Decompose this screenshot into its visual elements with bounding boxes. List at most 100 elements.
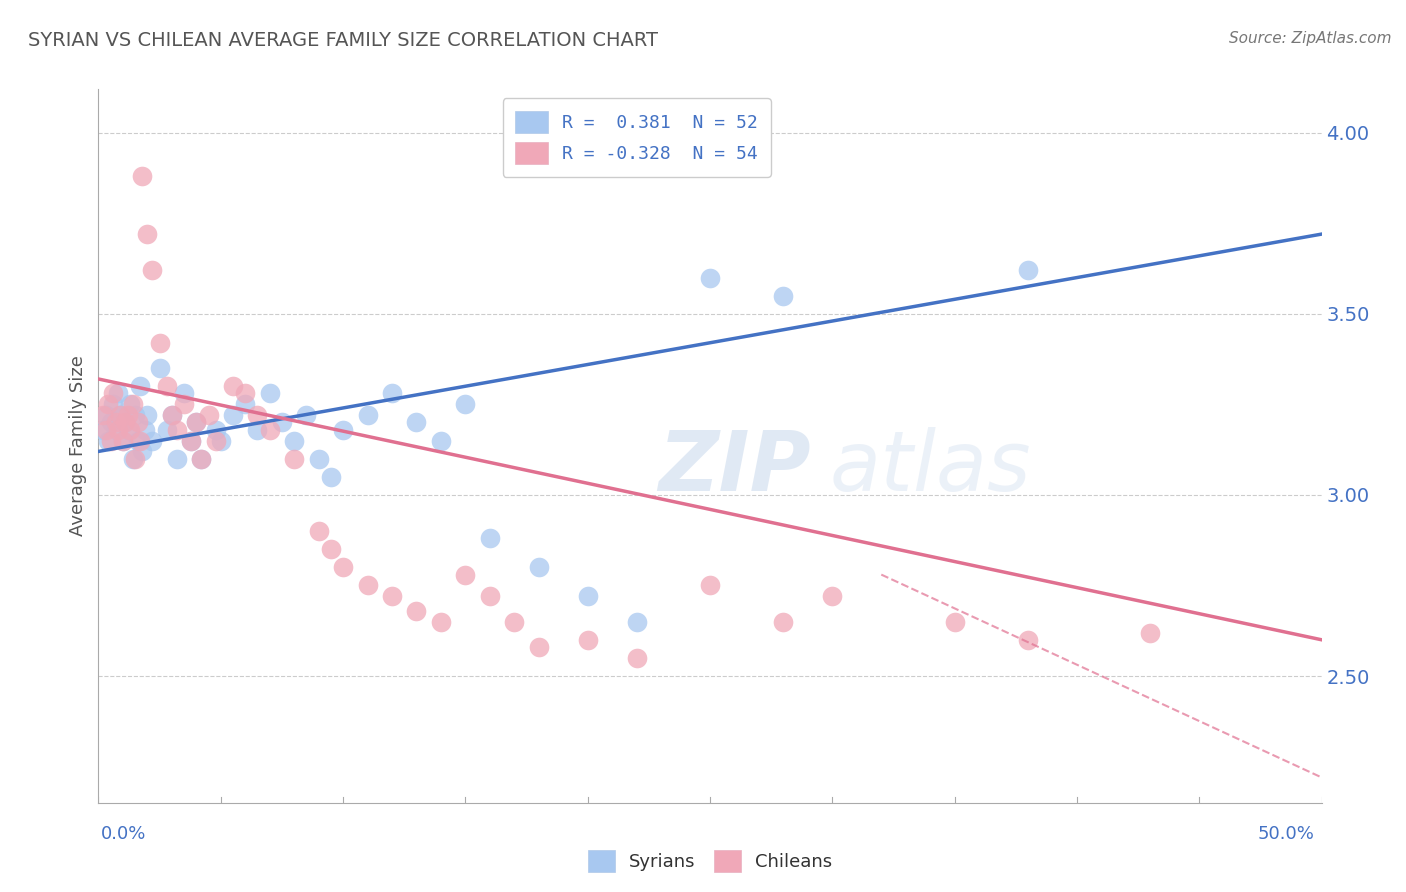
Point <box>356 408 378 422</box>
Point <box>91 423 114 437</box>
Point <box>134 423 156 437</box>
Point <box>527 640 550 654</box>
Point <box>205 434 228 448</box>
Point <box>319 470 342 484</box>
Point <box>127 434 149 448</box>
Point <box>699 578 721 592</box>
Point <box>430 434 453 448</box>
Point <box>104 416 127 430</box>
Point <box>100 416 122 430</box>
Point <box>233 397 256 411</box>
Point <box>91 408 114 422</box>
Point <box>270 416 294 430</box>
Point <box>332 560 354 574</box>
Text: Source: ZipAtlas.com: Source: ZipAtlas.com <box>1229 31 1392 46</box>
Point <box>141 263 163 277</box>
Point <box>943 615 966 629</box>
Point <box>160 408 183 422</box>
Point <box>381 590 404 604</box>
Point <box>131 444 153 458</box>
Point <box>111 434 134 448</box>
Point <box>259 423 281 437</box>
Point <box>97 397 120 411</box>
Point <box>246 423 269 437</box>
Point <box>107 423 129 437</box>
Point <box>222 379 245 393</box>
Point <box>120 423 142 437</box>
Point <box>319 542 342 557</box>
Point <box>233 386 256 401</box>
Point <box>110 408 132 422</box>
Point <box>197 408 219 422</box>
Point <box>186 416 208 430</box>
Point <box>136 227 159 241</box>
Point <box>114 416 136 430</box>
Point <box>124 451 146 466</box>
Point <box>259 386 281 401</box>
Point <box>97 434 120 448</box>
Point <box>186 416 208 430</box>
Point <box>111 434 134 448</box>
Point <box>100 434 122 448</box>
Point <box>246 408 269 422</box>
Point <box>430 615 453 629</box>
Point <box>129 434 152 448</box>
Point <box>110 408 132 422</box>
Point <box>129 379 152 393</box>
Text: 0.0%: 0.0% <box>101 825 146 843</box>
Point <box>1017 263 1039 277</box>
Point <box>772 615 794 629</box>
Point <box>283 434 305 448</box>
Point <box>149 361 172 376</box>
Point <box>1139 625 1161 640</box>
Point <box>136 408 159 422</box>
Point <box>107 386 129 401</box>
Point <box>454 567 477 582</box>
Point <box>1017 632 1039 647</box>
Point <box>699 270 721 285</box>
Point <box>166 423 188 437</box>
Point <box>626 651 648 665</box>
Point <box>209 434 232 448</box>
Point <box>173 397 195 411</box>
Point <box>527 560 550 574</box>
Point <box>405 416 427 430</box>
Point <box>117 423 139 437</box>
Text: atlas: atlas <box>830 427 1031 508</box>
Point <box>222 408 245 422</box>
Point <box>124 408 146 422</box>
Point <box>104 423 127 437</box>
Point <box>454 397 477 411</box>
Point <box>156 423 179 437</box>
Point <box>405 604 427 618</box>
Point <box>381 386 404 401</box>
Point <box>821 590 844 604</box>
Point <box>127 416 149 430</box>
Point <box>295 408 318 422</box>
Point <box>94 408 117 422</box>
Point <box>478 532 501 546</box>
Point <box>308 524 330 538</box>
Legend: Syrians, Chileans: Syrians, Chileans <box>581 843 839 880</box>
Point <box>121 397 143 411</box>
Point <box>772 288 794 302</box>
Point <box>149 335 172 350</box>
Point <box>120 397 142 411</box>
Point <box>117 408 139 422</box>
Point <box>576 632 599 647</box>
Point <box>121 451 143 466</box>
Point <box>101 386 124 401</box>
Point <box>283 451 305 466</box>
Point <box>101 397 124 411</box>
Point <box>308 451 330 466</box>
Point <box>156 379 179 393</box>
Text: ZIP: ZIP <box>658 427 811 508</box>
Point <box>114 416 136 430</box>
Y-axis label: Average Family Size: Average Family Size <box>69 356 87 536</box>
Point <box>131 169 153 183</box>
Point <box>180 434 202 448</box>
Text: 50.0%: 50.0% <box>1258 825 1315 843</box>
Point <box>190 451 212 466</box>
Point <box>160 408 183 422</box>
Point <box>94 423 117 437</box>
